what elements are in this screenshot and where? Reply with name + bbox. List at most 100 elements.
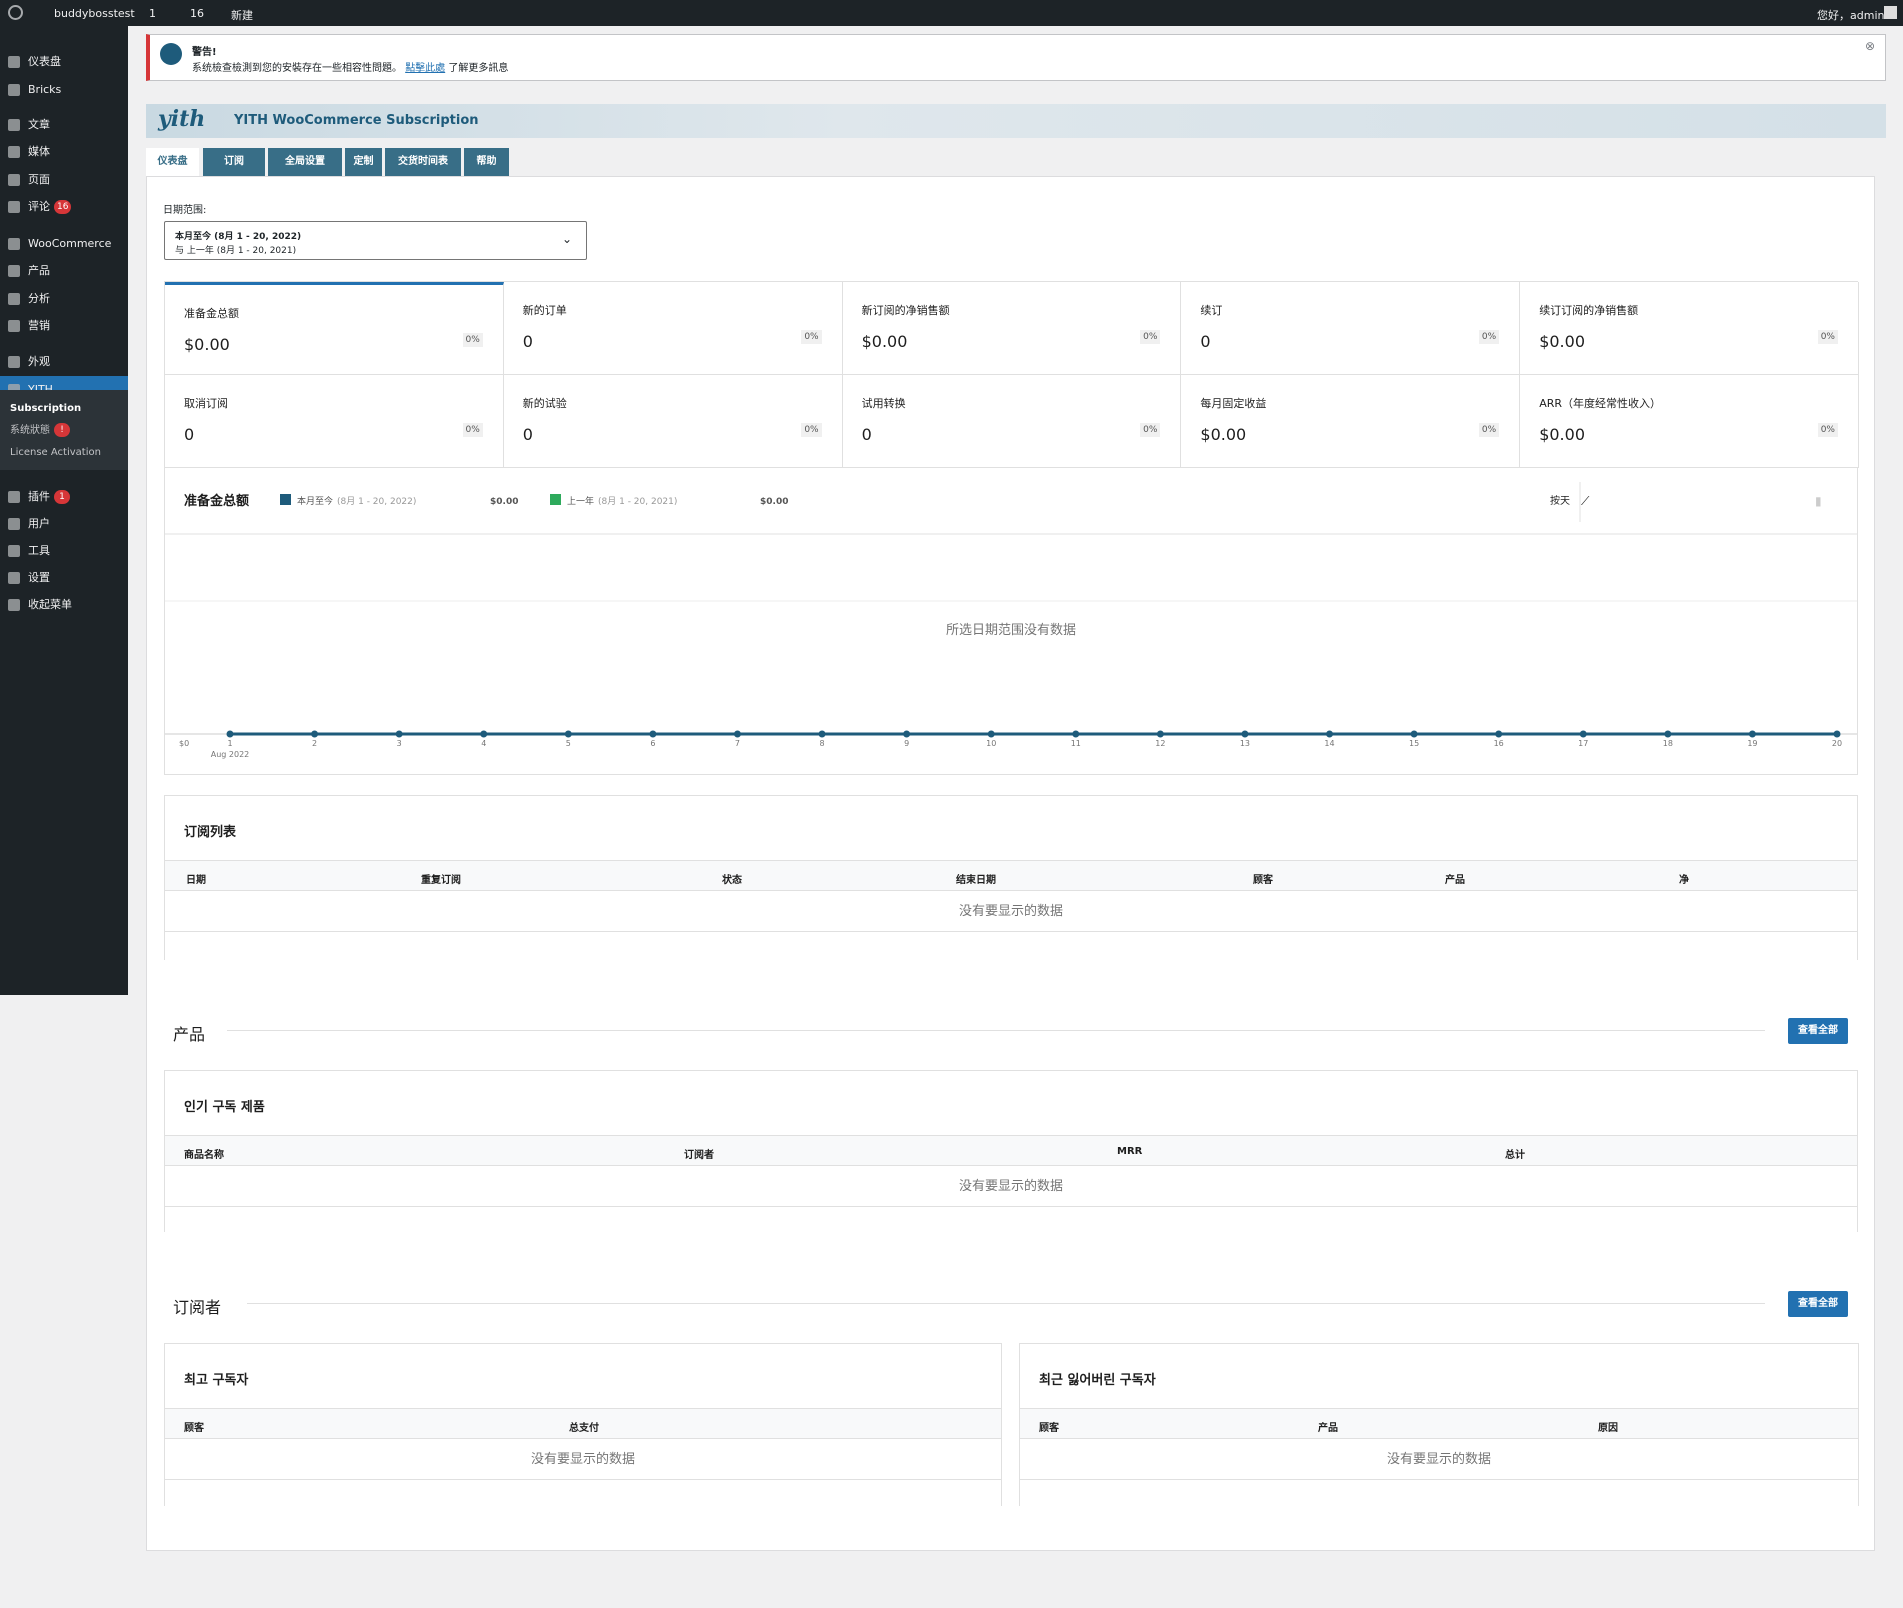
menu-label: 用户 [28,517,50,530]
column-header[interactable]: 结束日期 [956,875,996,886]
column-header[interactable]: 日期 [186,875,206,886]
data-point [1156,730,1164,738]
submenu-item[interactable]: License Activation [0,442,128,464]
stat-change: 0% [1478,330,1500,344]
column-header[interactable]: 状态 [722,875,742,886]
legend-checkbox[interactable] [280,494,291,505]
column-header[interactable]: 商品名称 [184,1150,224,1161]
notice-link[interactable]: 點擊此處 [405,63,446,74]
dismiss[interactable]: ⊗ [1864,39,1875,53]
x-tick-label: 7 [735,739,740,748]
stat-cell[interactable]: 每月固定收益 $0.00 0% [1181,375,1521,468]
x-tick-label: 8 [820,739,825,748]
stat-label: 取消订阅 [184,397,228,410]
dashboard-panel: 日期范围: 本月至今 (8月 1 - 20, 2022) 与 上一年 (8月 1… [146,176,1875,1551]
stat-cell[interactable]: 新的试验 0 0% [503,375,843,468]
stat-cell[interactable]: 续订订阅的净销售额 $0.00 0% [1520,282,1859,375]
table-header: 顾客 总支付 [165,1408,1001,1439]
menu-icon [8,265,20,277]
menu-item[interactable]: 评论 16 [0,193,128,220]
tab[interactable]: 帮助 [464,148,509,176]
tab[interactable]: 仪表盘 [146,148,199,176]
menu-item[interactable]: 设置 [0,564,128,591]
column-header[interactable]: 净 [1679,875,1689,886]
column-header[interactable]: 顾客 [184,1423,204,1434]
stat-cell[interactable]: 取消订阅 0 0% [165,375,504,468]
menu-item[interactable]: 分析 [0,285,128,312]
notice-body: 系统檢查檢測到您的安裝存在一些相容性問題。 [192,63,402,74]
interval-select[interactable]: 按天 [1550,494,1570,507]
updates[interactable]: 1 [149,7,156,20]
comments[interactable]: 16 [190,7,204,20]
tab[interactable]: 定制 [345,148,382,176]
x-tick-label: 9 [904,739,909,748]
view-all-button[interactable]: 查看全部 [1788,1018,1848,1044]
site-name[interactable]: buddybosstest [54,7,135,20]
stat-cell[interactable]: 新订阅的净销售额 $0.00 0% [842,282,1182,375]
stats-grid: 准备金总额 $0.00 0% 新的订单 0 0% 新订阅的净销售额 $0.00 0% 续订 0 0% 续… [164,281,1859,468]
stat-cell[interactable]: 试用转换 0 0% [842,375,1182,468]
menu-label: 外观 [28,355,50,368]
column-header[interactable]: 顾客 [1253,875,1273,886]
column-header[interactable]: 订阅者 [684,1150,714,1161]
tab[interactable]: 交货时间表 [385,148,461,176]
menu-item[interactable]: 媒体 [0,138,128,165]
tab[interactable]: 订阅 [203,148,265,176]
avatar[interactable] [1884,6,1897,19]
submenu-item[interactable]: Subscription [0,398,128,420]
menu-item[interactable]: 外观 [0,348,128,375]
column-header[interactable]: 原因 [1598,1423,1618,1434]
tab[interactable]: 全局设置 [268,148,342,176]
legend-label: 上一年 (8月 1 - 20, 2021) [567,495,677,507]
menu-label: 仪表盘 [28,55,61,68]
column-header[interactable]: 产品 [1445,875,1465,886]
new-content[interactable]: 新建 [231,9,253,22]
line-chart-toggle[interactable]: ⟋ [1581,494,1590,508]
menu-label: 插件 [28,490,50,503]
stat-value: 0 [184,425,195,444]
menu-icon [8,119,20,131]
data-point [1241,730,1249,738]
menu-icon [8,56,20,68]
column-header[interactable]: 总支付 [569,1423,599,1434]
menu-item[interactable]: Bricks [0,76,128,103]
greeting[interactable]: 您好，admin [1817,9,1885,22]
column-header[interactable]: MRR [1117,1146,1143,1157]
stat-cell[interactable]: 新的订单 0 0% [503,282,843,375]
column-header[interactable]: 顾客 [1039,1423,1059,1434]
menu-item[interactable]: 页面 [0,166,128,193]
menu-item[interactable]: 工具 [0,537,128,564]
stat-cell[interactable]: 续订 0 0% [1181,282,1521,375]
y-tick-label: $0 [179,739,189,748]
stat-cell[interactable]: ARR（年度经常性收入） $0.00 0% [1520,375,1859,468]
menu-item[interactable]: 产品 [0,257,128,284]
column-header[interactable]: 重复订阅 [421,875,461,886]
column-header[interactable]: 总计 [1505,1150,1525,1161]
menu-item[interactable]: 营销 [0,312,128,339]
column-header[interactable]: 产品 [1318,1423,1338,1434]
divider [227,1030,1765,1031]
x-tick-label: 5 [566,739,571,748]
bar-chart-toggle[interactable]: ▮ [1815,494,1822,508]
table-header: 商品名称 订阅者 MRR 总计 [165,1135,1857,1166]
stat-cell[interactable]: 准备金总额 $0.00 0% [165,282,504,375]
menu-item[interactable]: 插件 1 [0,483,128,510]
date-range-select[interactable]: 本月至今 (8月 1 - 20, 2022) 与 上一年 (8月 1 - 20,… [164,221,587,260]
menu-item[interactable]: 文章 [0,111,128,138]
menu-item[interactable]: WooCommerce [0,230,128,257]
menu-label: 媒体 [28,145,50,158]
menu-item[interactable]: 用户 [0,510,128,537]
legend-checkbox[interactable] [550,494,561,505]
stat-change: 0% [1817,330,1838,344]
data-point [733,730,741,738]
stat-value: 0 [1200,332,1211,351]
menu-item[interactable]: 仪表盘 [0,48,128,75]
x-tick-label: 6 [650,739,655,748]
view-all-button[interactable]: 查看全部 [1788,1291,1848,1317]
wp-logo[interactable] [8,5,23,20]
menu-icon [8,491,20,503]
menu-item[interactable]: 收起菜单 [0,591,128,618]
data-point [1579,730,1587,738]
submenu-item[interactable]: 系统狀態! [0,420,128,442]
